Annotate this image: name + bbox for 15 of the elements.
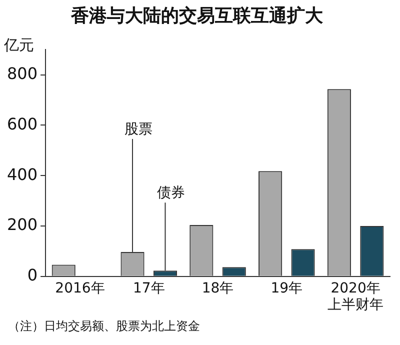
x-tick-label: 2020年上半财年 bbox=[328, 280, 384, 314]
y-axis-title: 亿元 bbox=[3, 36, 34, 54]
y-tick-label: 200 bbox=[6, 215, 38, 234]
chart-title: 香港与大陆的交易互联互通扩大 bbox=[70, 5, 324, 26]
y-tick-label: 400 bbox=[6, 164, 38, 184]
y-tick-label: 800 bbox=[6, 64, 38, 83]
x-tick-label: 18年 bbox=[202, 280, 234, 296]
x-tick-label: 17年 bbox=[132, 280, 165, 296]
text: （注）日均交易额、股票为北上资金 bbox=[8, 318, 200, 335]
x-tick-label: 2016年 bbox=[55, 280, 105, 296]
x-tick-label: 19年 bbox=[270, 280, 303, 296]
text: 债券 bbox=[157, 185, 186, 202]
text: 股票 bbox=[124, 122, 153, 138]
y-tick-label: 0 bbox=[27, 266, 38, 285]
y-tick-label: 600 bbox=[6, 114, 38, 134]
